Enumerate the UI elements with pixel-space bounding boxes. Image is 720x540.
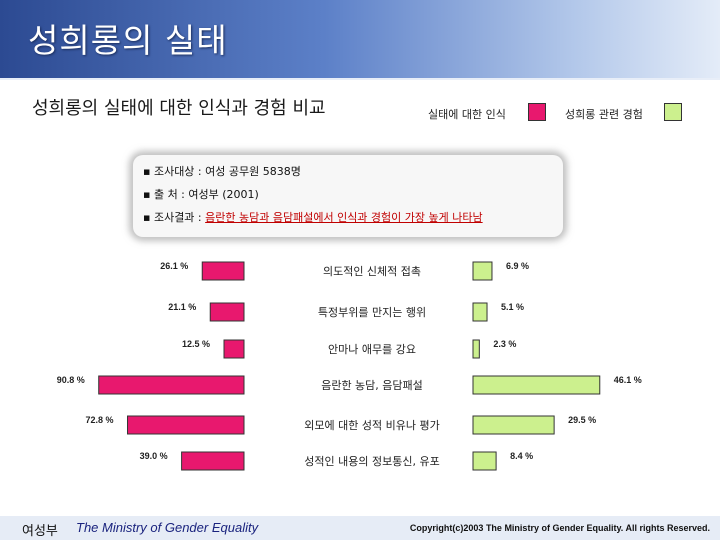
info-source: ▪ 출 처 : 여성부 (2001) [143, 188, 259, 201]
category-label: 특정부위를 만지는 행위 [318, 306, 426, 319]
data-label-experience: 46.1 % [614, 375, 642, 385]
footer-copyright: Copyright(c)2003 The Ministry of Gender … [409, 523, 710, 533]
data-label-experience: 8.4 % [510, 451, 533, 461]
footer-org-english: The Ministry of Gender Equality [76, 520, 259, 535]
footer-band [0, 516, 720, 540]
data-label-perception: 39.0 % [140, 451, 168, 461]
bar-perception [201, 261, 245, 281]
bar-perception [223, 339, 245, 359]
bar-experience [472, 261, 493, 281]
bar-experience [472, 415, 555, 435]
info-result: ▪ 조사결과 : 음란한 농담과 음담패설에서 인식과 경험이 가장 높게 나타… [143, 209, 483, 225]
category-label: 음란한 농담, 음담패설 [321, 379, 423, 392]
category-label: 성적인 내용의 정보통신, 유포 [304, 455, 439, 468]
header-divider [0, 78, 720, 80]
bar-experience [472, 339, 480, 359]
page-title: 성희롱의 실태 [28, 21, 228, 60]
data-label-perception: 21.1 % [168, 302, 196, 312]
footer-org: 여성부 [22, 524, 58, 539]
data-label-experience: 5.1 % [501, 302, 524, 312]
bar-perception [98, 375, 245, 395]
data-label-perception: 72.8 % [85, 415, 113, 425]
bar-experience [472, 302, 488, 322]
bar-perception [181, 451, 245, 471]
data-label-perception: 26.1 % [160, 261, 188, 271]
info-subject: ▪ 조사대상 : 여성 공무원 5838명 [143, 165, 301, 178]
header-bar: 성희롱의 실태 [0, 0, 720, 80]
survey-info-box: ▪ 조사대상 : 여성 공무원 5838명 ▪ 출 처 : 여성부 (2001)… [133, 155, 563, 237]
legend-label-perception: 실태에 대한 인식 [428, 108, 506, 121]
data-label-perception: 12.5 % [182, 339, 210, 349]
info-result-highlight: 음란한 농담과 음담패설에서 인식과 경험이 가장 높게 나타남 [205, 211, 483, 224]
legend-label-experience: 성희롱 관련 경험 [565, 108, 643, 121]
legend-swatch-perception [528, 103, 546, 121]
bar-experience [472, 375, 601, 395]
category-label: 안마나 애무를 강요 [328, 343, 416, 356]
chart-subtitle: 성희롱의 실태에 대한 인식과 경험 비교 [32, 98, 326, 119]
bar-perception [127, 415, 245, 435]
category-label: 의도적인 신체적 접촉 [323, 265, 421, 278]
data-label-experience: 6.9 % [506, 261, 529, 271]
bar-perception [209, 302, 245, 322]
legend-swatch-experience [664, 103, 682, 121]
data-label-perception: 90.8 % [57, 375, 85, 385]
bar-experience [472, 451, 497, 471]
data-label-experience: 29.5 % [568, 415, 596, 425]
info-result-prefix: ▪ 조사결과 : [143, 211, 206, 224]
category-label: 외모에 대한 성적 비유나 평가 [304, 419, 439, 432]
data-label-experience: 2.3 % [493, 339, 516, 349]
